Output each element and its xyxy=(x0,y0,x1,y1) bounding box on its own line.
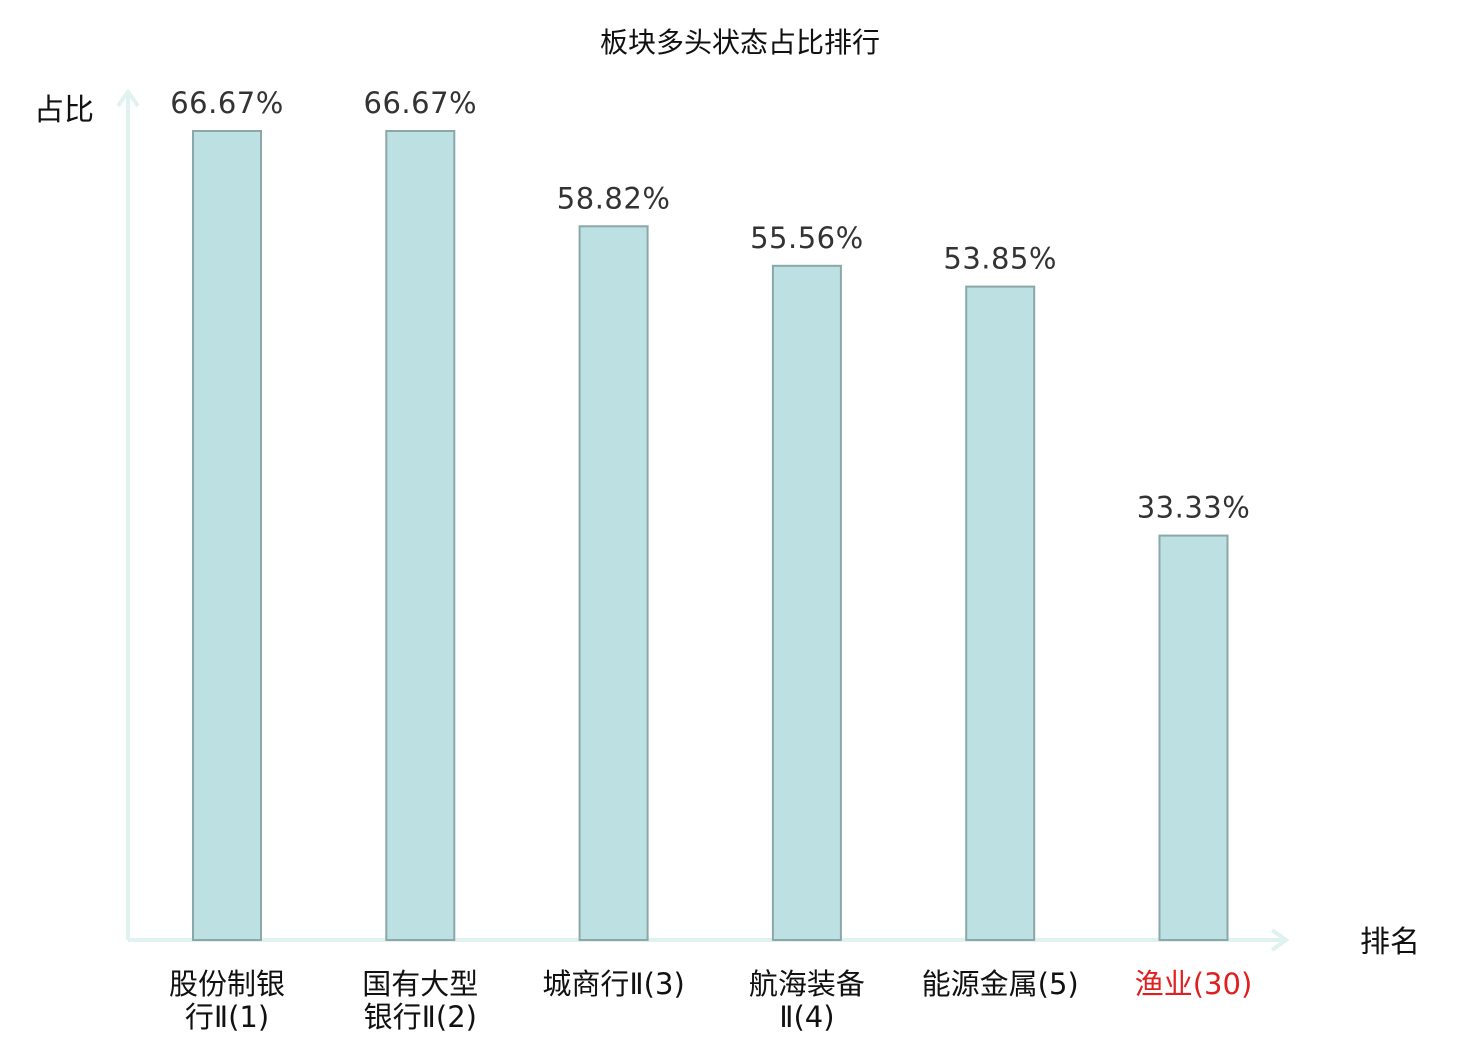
category-label: 航海装备 xyxy=(749,967,865,1001)
bar xyxy=(965,285,1036,942)
chart-title: 板块多头状态占比排行 xyxy=(600,26,880,59)
bar xyxy=(192,130,262,941)
x-axis-label: 排名 xyxy=(1360,925,1420,960)
x-axis-arrow xyxy=(1270,928,1290,952)
category-label: 渔业(30) xyxy=(1135,967,1253,1001)
category-label: Ⅱ(4) xyxy=(779,1000,834,1034)
bar xyxy=(1158,534,1229,941)
y-axis xyxy=(116,88,140,940)
bar xyxy=(385,130,456,941)
value-labels-group: 66.67% 66.67% 58.82% 55.56% 53.85% 33.33% xyxy=(170,86,1250,525)
bar-value-label: 66.67% xyxy=(364,86,478,120)
bar-value-label: 33.33% xyxy=(1137,491,1251,525)
y-axis-label: 占比 xyxy=(34,93,94,128)
bar-value-label: 53.85% xyxy=(943,242,1057,276)
category-label: 银行Ⅱ(2) xyxy=(364,1000,477,1034)
bar-value-label: 66.67% xyxy=(170,86,284,120)
bar-value-label: 55.56% xyxy=(750,221,864,255)
bars-group xyxy=(192,130,1229,942)
x-axis xyxy=(128,928,1290,952)
category-label: 国有大型 xyxy=(362,967,478,1001)
bar xyxy=(578,225,649,942)
category-label: 股份制银 xyxy=(169,967,285,1001)
bar-value-label: 58.82% xyxy=(557,181,671,215)
category-label: 行Ⅱ(1) xyxy=(185,1000,269,1034)
y-axis-arrow xyxy=(116,88,140,108)
bar xyxy=(771,264,842,941)
category-label: 能源金属(5) xyxy=(922,967,1079,1001)
category-label: 城商行Ⅱ(3) xyxy=(542,967,684,1001)
